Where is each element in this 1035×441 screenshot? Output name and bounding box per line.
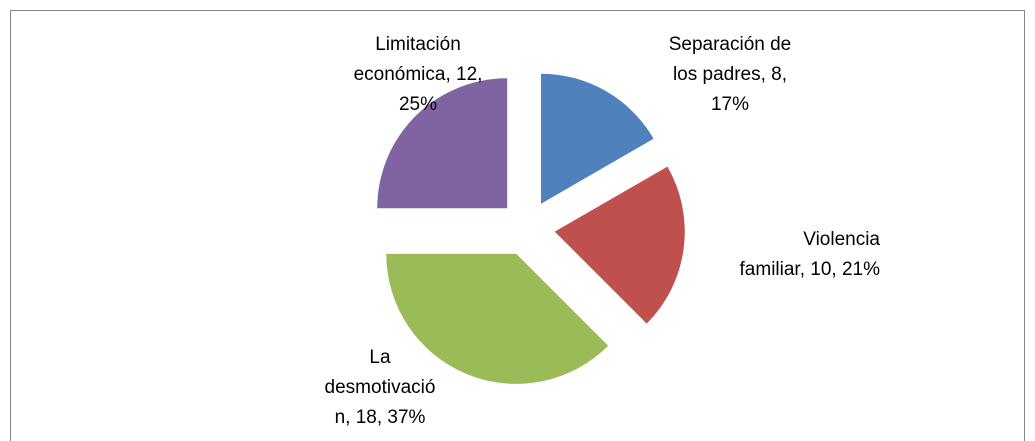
data-label: desmotivació: [325, 377, 436, 398]
data-label: n, 18, 37%: [335, 407, 426, 428]
data-label: La: [369, 347, 391, 368]
data-label: Separación de: [669, 34, 792, 55]
pie-slice: [377, 78, 508, 209]
data-label: Violencia: [803, 229, 880, 250]
pie-slice: [554, 166, 685, 324]
data-label: los padres, 8,: [673, 64, 787, 85]
data-label: económica, 12,: [354, 64, 483, 85]
data-label: Limitación: [375, 34, 461, 55]
data-label: 17%: [711, 94, 749, 115]
pie-slice: [541, 73, 654, 204]
data-label: familiar, 10, 21%: [740, 259, 881, 280]
pie-slice: [386, 253, 609, 384]
data-label: 25%: [399, 94, 437, 115]
